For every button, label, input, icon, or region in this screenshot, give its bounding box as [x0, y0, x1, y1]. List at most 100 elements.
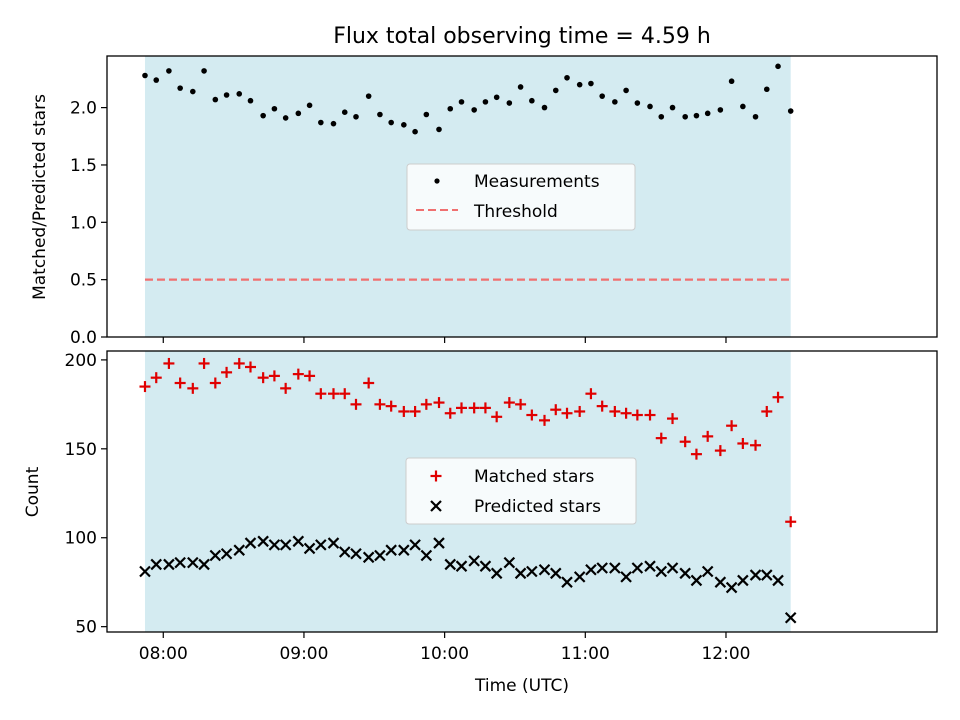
- bottom-legend: Matched stars Predicted stars: [405, 457, 637, 525]
- measurement-point: [318, 119, 324, 126]
- matched-star-point: [609, 405, 621, 417]
- predicted-star-point: [690, 574, 703, 587]
- matched-star-point: [398, 405, 410, 417]
- bottom-xtick-label: 12:00: [701, 644, 750, 664]
- measurement-point: [436, 126, 442, 133]
- matched-star-point: [139, 381, 151, 393]
- measurement-point: [447, 105, 454, 112]
- measurement-point: [634, 100, 641, 106]
- matched-star-point: [620, 407, 632, 419]
- legend-predicted-marker: [430, 500, 442, 512]
- top-ytick-label: 0.0: [70, 328, 97, 348]
- bottom-xtick-label: 11:00: [561, 644, 610, 664]
- matched-star-point: [503, 397, 515, 409]
- matched-star-point: [198, 357, 210, 369]
- bottom-panel: 50 100 150 200 08:00 09:00 10:00 11:00 12:00 Co…: [23, 350, 938, 696]
- matched-star-point: [280, 382, 292, 394]
- matched-star-point: [456, 402, 468, 414]
- top-panel-frame: [106, 55, 938, 338]
- predicted-star-point: [292, 535, 305, 548]
- measurement-point: [260, 112, 266, 119]
- matched-star-point: [550, 404, 562, 416]
- predicted-star-point: [420, 549, 433, 562]
- matched-star-point: [561, 407, 573, 419]
- predicted-star-point: [701, 565, 714, 578]
- measurement-point: [153, 77, 160, 83]
- chart-title: Flux total observing time = 4.59 h: [333, 24, 711, 49]
- predicted-star-point: [503, 556, 516, 569]
- measurement-point: [306, 102, 313, 109]
- measurement-point: [212, 96, 219, 103]
- measurement-point: [247, 97, 254, 104]
- predicted-star-point: [631, 562, 644, 574]
- top-y-axis: 0.0 0.5 1.0 1.5 2.0: [70, 99, 107, 348]
- predicted-star-point: [561, 576, 573, 588]
- predicted-star-point: [737, 574, 749, 587]
- matched-star-point: [772, 391, 784, 403]
- matched-star-point: [539, 414, 551, 426]
- matched-star-point: [679, 436, 691, 448]
- predicted-star-point: [327, 537, 340, 549]
- predicted-star-point: [772, 574, 784, 587]
- top-ytick-label: 0.5: [70, 271, 97, 291]
- legend-label-matched: Matched stars: [474, 467, 594, 487]
- matched-star-point: [221, 366, 233, 378]
- matched-star-point: [257, 372, 269, 384]
- matched-star-point: [585, 388, 597, 400]
- measurement-point: [388, 119, 394, 126]
- predicted-star-point: [679, 567, 691, 580]
- matched-star-point: [761, 405, 773, 417]
- predicted-star-point: [220, 547, 233, 560]
- predicted-star-point: [573, 571, 586, 583]
- bottom-legend-box: [405, 457, 637, 525]
- matched-star-point: [385, 400, 397, 412]
- bottom-ytick-label: 200: [65, 351, 97, 371]
- matched-star-point: [174, 377, 186, 389]
- predicted-star-point: [538, 563, 551, 576]
- matched-star-point: [491, 411, 503, 423]
- matched-star-point: [209, 377, 221, 389]
- measurement-points: [142, 63, 794, 135]
- predicted-star-point: [139, 565, 151, 578]
- matched-star-point: [714, 445, 726, 457]
- measurement-point: [599, 93, 605, 99]
- matched-star-point: [163, 357, 175, 369]
- predicted-star-point: [362, 551, 375, 564]
- matched-star-point: [750, 439, 762, 451]
- matched-star-point: [631, 409, 643, 421]
- matched-star-point: [327, 388, 339, 400]
- bottom-panel-frame: [106, 350, 938, 633]
- top-legend-box: [406, 163, 636, 231]
- predicted-star-point: [350, 547, 362, 560]
- measurement-point: [471, 107, 477, 113]
- predicted-star-point: [455, 560, 468, 572]
- predicted-star-point: [585, 563, 597, 576]
- matched-star-point: [785, 516, 797, 528]
- matched-star-point: [292, 368, 304, 380]
- matched-star-point: [315, 388, 327, 400]
- predicted-star-point: [187, 556, 199, 569]
- measurement-point: [223, 92, 230, 98]
- matched-star-point: [702, 430, 714, 442]
- predicted-star-point: [479, 560, 492, 572]
- measurement-point: [341, 109, 348, 115]
- predicted-star-point: [279, 539, 292, 551]
- bottom-ytick-label: 100: [65, 529, 97, 549]
- measurement-point: [612, 99, 618, 105]
- matched-stars-points: [139, 357, 797, 528]
- matched-star-point: [479, 402, 491, 414]
- measurement-point: [458, 99, 465, 105]
- matched-star-point: [374, 398, 386, 410]
- predicted-star-point: [209, 549, 222, 562]
- predicted-star-point: [433, 537, 445, 549]
- predicted-star-point: [490, 567, 503, 580]
- measurement-point: [353, 113, 359, 120]
- predicted-star-point: [315, 539, 327, 551]
- legend-label-predicted: Predicted stars: [474, 497, 601, 517]
- measurement-point: [529, 97, 535, 104]
- predicted-star-point: [150, 558, 163, 571]
- x-axis-label: Time (UTC): [474, 676, 569, 696]
- predicted-star-point: [609, 562, 621, 574]
- measurement-point: [177, 85, 183, 91]
- measurement-point: [682, 113, 688, 120]
